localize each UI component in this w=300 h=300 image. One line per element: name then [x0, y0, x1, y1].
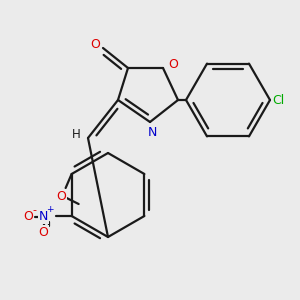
Text: O: O	[57, 190, 67, 202]
Text: O: O	[90, 38, 100, 50]
Text: O: O	[24, 211, 34, 224]
Text: H: H	[72, 128, 80, 140]
Text: +: +	[46, 205, 53, 214]
Text: -: -	[33, 205, 37, 215]
Text: N: N	[39, 211, 48, 224]
Text: Cl: Cl	[272, 94, 284, 106]
Text: O: O	[168, 58, 178, 70]
Text: N: N	[147, 125, 157, 139]
Text: O: O	[39, 226, 49, 238]
